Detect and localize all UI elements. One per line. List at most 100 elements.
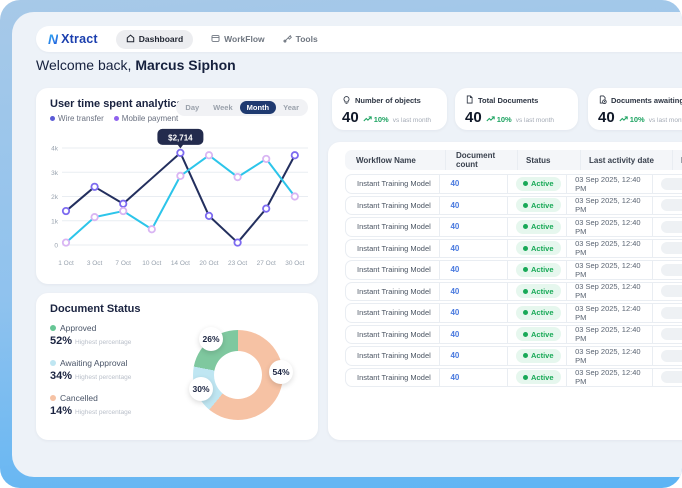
page-background: N Xtract Dashboard WorkFlow [12, 12, 682, 477]
legend-awaiting-approval: Awaiting Approval 34%Highest percentage [50, 358, 131, 382]
details-cell [652, 218, 682, 236]
status-dot-icon [523, 246, 528, 251]
document-count-cell[interactable]: 40 [439, 240, 507, 258]
lightbulb-icon [342, 95, 351, 106]
table-row[interactable]: Instant Training Model 40 Active 03 Sep … [345, 239, 682, 259]
status-dot-icon [523, 332, 528, 337]
details-button[interactable] [661, 178, 682, 190]
status-cell: Active [507, 369, 566, 387]
nav-item-tools[interactable]: Tools [283, 34, 318, 45]
last-activity-cell: 03 Sep 2025, 12:40 PM [566, 283, 652, 301]
table-row[interactable]: Instant Training Model 40 Active 03 Sep … [345, 217, 682, 237]
stat-card-documents-awaiting-approval: Documents awaiting approval 40 10% vs la… [588, 88, 682, 130]
status-badge: Active [516, 284, 561, 298]
status-badge: Active [516, 370, 561, 384]
workflow-name-cell: Instant Training Model [346, 283, 439, 301]
stat-value: 40 [342, 109, 359, 126]
table-row[interactable]: Instant Training Model 40 Active 03 Sep … [345, 368, 682, 388]
status-dot-icon [523, 224, 528, 229]
table-row[interactable]: Instant Training Model 40 Active 03 Sep … [345, 196, 682, 216]
status-cell: Active [507, 347, 566, 365]
svg-text:30 Oct: 30 Oct [285, 260, 304, 267]
status-dot-icon [523, 353, 528, 358]
status-dot-icon [523, 181, 528, 186]
document-status-title: Document Status [50, 303, 140, 315]
document-count-cell[interactable]: 40 [439, 283, 507, 301]
trend-up-icon [619, 115, 628, 124]
details-button[interactable] [661, 221, 682, 233]
workflow-table-card: Workflow Name Document count Status Last… [328, 142, 682, 440]
home-icon [126, 34, 135, 45]
details-button[interactable] [661, 242, 682, 254]
stat-value: 40 [465, 109, 482, 126]
document-count-cell[interactable]: 40 [439, 304, 507, 322]
donut-label-green: 26% [199, 327, 223, 351]
svg-text:4k: 4k [51, 146, 59, 153]
document-count-cell[interactable]: 40 [439, 261, 507, 279]
svg-text:0: 0 [54, 243, 58, 250]
details-cell [652, 261, 682, 279]
document-count-cell[interactable]: 40 [439, 347, 507, 365]
analytics-card: User time spent analytics Wire transfer … [36, 88, 318, 284]
status-badge: Active [516, 220, 561, 234]
workflow-name-cell: Instant Training Model [346, 218, 439, 236]
column-details: Details [672, 150, 682, 170]
workflow-name-cell: Instant Training Model [346, 240, 439, 258]
status-badge: Active [516, 263, 561, 277]
details-cell [652, 304, 682, 322]
svg-text:27 Oct: 27 Oct [257, 260, 276, 267]
stat-caption: vs last month [649, 117, 682, 124]
workflow-name-cell: Instant Training Model [346, 197, 439, 215]
status-cell: Active [507, 326, 566, 344]
svg-text:$2,714: $2,714 [168, 133, 193, 142]
details-button[interactable] [661, 199, 682, 211]
document-count-cell[interactable]: 40 [439, 175, 507, 193]
app-logo[interactable]: N Xtract [48, 31, 98, 47]
stat-card-number-of-objects: Number of objects 40 10% vs last month [332, 88, 447, 130]
table-row[interactable]: Instant Training Model 40 Active 03 Sep … [345, 303, 682, 323]
document-icon [465, 95, 474, 106]
details-button[interactable] [661, 307, 682, 319]
nav-item-dashboard[interactable]: Dashboard [116, 30, 193, 49]
table-header: Workflow Name Document count Status Last… [345, 150, 682, 170]
nav-item-label: Dashboard [139, 34, 183, 44]
details-cell [652, 369, 682, 387]
details-button[interactable] [661, 371, 682, 383]
document-clock-icon [598, 95, 607, 106]
details-cell [652, 175, 682, 193]
document-count-cell[interactable]: 40 [439, 218, 507, 236]
status-dot-icon [523, 375, 528, 380]
svg-text:1 Oct: 1 Oct [58, 260, 74, 267]
donut-label-salmon: 54% [269, 360, 293, 384]
column-document-count: Document count [445, 150, 517, 170]
status-dot-icon [523, 310, 528, 315]
status-badge: Active [516, 198, 561, 212]
stat-caption: vs last month [393, 117, 431, 124]
status-badge: Active [516, 241, 561, 255]
details-button[interactable] [661, 264, 682, 276]
details-cell [652, 197, 682, 215]
nav-item-workflow[interactable]: WorkFlow [211, 34, 264, 45]
last-activity-cell: 03 Sep 2025, 12:40 PM [566, 326, 652, 344]
document-count-cell[interactable]: 40 [439, 326, 507, 344]
status-cell: Active [507, 175, 566, 193]
table-row[interactable]: Instant Training Model 40 Active 03 Sep … [345, 174, 682, 194]
table-row[interactable]: Instant Training Model 40 Active 03 Sep … [345, 346, 682, 366]
table-row[interactable]: Instant Training Model 40 Active 03 Sep … [345, 325, 682, 345]
status-cell: Active [507, 240, 566, 258]
user-name: Marcus Siphon [135, 57, 235, 73]
stat-label: Documents awaiting approval [611, 96, 682, 105]
column-last-activity-date: Last activity date [580, 150, 672, 170]
table-row[interactable]: Instant Training Model 40 Active 03 Sep … [345, 260, 682, 280]
document-count-cell[interactable]: 40 [439, 197, 507, 215]
top-navbar: N Xtract Dashboard WorkFlow [36, 26, 682, 52]
stat-value: 40 [598, 109, 615, 126]
details-button[interactable] [661, 328, 682, 340]
details-button[interactable] [661, 350, 682, 362]
document-status-legend: Approved 52%Highest percentage Awaiting … [50, 323, 131, 428]
details-button[interactable] [661, 285, 682, 297]
table-row[interactable]: Instant Training Model 40 Active 03 Sep … [345, 282, 682, 302]
legend-dot [50, 325, 56, 331]
nav-item-label: WorkFlow [224, 34, 264, 44]
document-count-cell[interactable]: 40 [439, 369, 507, 387]
